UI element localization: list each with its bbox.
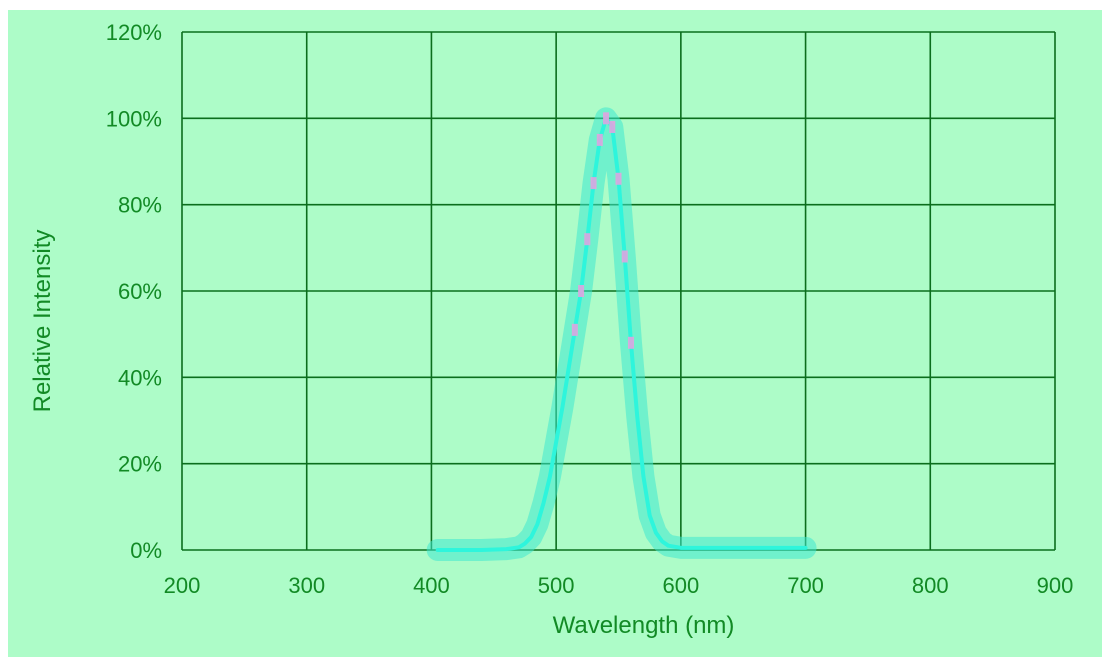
x-tick-label: 300: [288, 573, 325, 598]
data-point: [590, 177, 597, 190]
tick-labels: 200 300 400 500 600 700 800 900 0% 20% 40% 60% 80% 10…: [106, 20, 1074, 598]
plot-background: [8, 10, 1102, 657]
x-tick-label: 400: [413, 573, 450, 598]
data-point: [578, 285, 585, 297]
data-point: [615, 172, 622, 185]
y-tick-label: 120%: [106, 20, 162, 45]
y-axis-title: Relative Intensity: [29, 230, 56, 413]
data-point: [584, 233, 591, 246]
data-point: [621, 250, 628, 263]
data-point: [627, 336, 634, 349]
data-point: [603, 112, 610, 125]
data-point: [596, 133, 603, 146]
y-tick-label: 40%: [118, 365, 162, 390]
data-point: [571, 323, 578, 336]
x-tick-label: 200: [164, 573, 201, 598]
x-tick-label: 900: [1037, 573, 1074, 598]
series-line-group: [435, 112, 808, 552]
x-tick-label: 800: [912, 573, 949, 598]
x-tick-label: 500: [538, 573, 575, 598]
y-tick-label: 20%: [118, 452, 162, 477]
x-axis-title: Wavelength (nm): [553, 612, 735, 639]
data-point: [609, 120, 616, 133]
y-tick-label: 100%: [106, 106, 162, 131]
x-tick-label: 700: [787, 573, 824, 598]
x-tick-label: 600: [662, 573, 699, 598]
y-tick-label: 0%: [130, 538, 162, 563]
y-tick-label: 60%: [118, 279, 162, 304]
y-tick-label: 80%: [118, 193, 162, 218]
